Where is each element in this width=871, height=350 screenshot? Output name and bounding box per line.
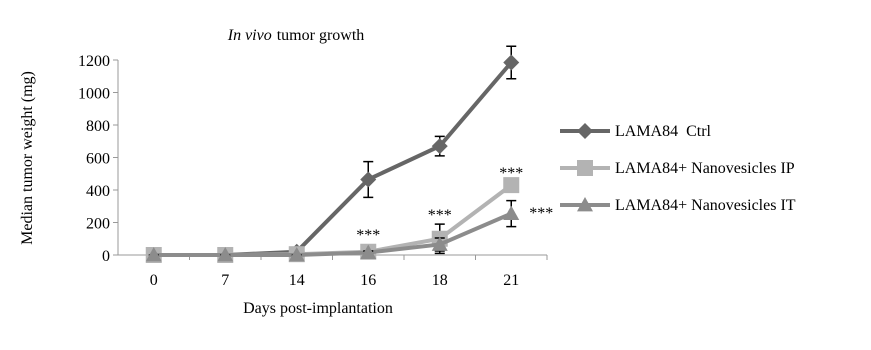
chart-title: In vivo tumor growth <box>227 27 365 44</box>
point <box>503 205 520 220</box>
point <box>145 247 162 262</box>
legend-marker <box>577 160 593 176</box>
x-tick-label: 18 <box>432 272 448 289</box>
point <box>503 54 520 71</box>
point <box>360 171 377 188</box>
y-tick-label: 200 <box>86 216 110 233</box>
y-tick-label: 1200 <box>78 53 110 70</box>
x-axis-label: Days post-implantation <box>243 300 393 317</box>
point <box>431 138 448 155</box>
x-tick-label: 21 <box>503 272 519 289</box>
y-tick-label: 800 <box>86 118 110 135</box>
y-axis-label: Median tumor weight (mg) <box>19 71 36 245</box>
point <box>217 247 234 262</box>
x-tick-label: 7 <box>221 272 229 289</box>
series-line <box>153 211 513 257</box>
legend-marker <box>577 197 593 212</box>
legend-marker <box>577 123 593 139</box>
legend-label: LAMA84 Ctrl <box>615 123 712 140</box>
y-tick-label: 1000 <box>78 86 110 103</box>
point <box>431 236 448 251</box>
point <box>503 177 520 194</box>
point <box>288 247 305 262</box>
point <box>360 244 377 259</box>
y-tick-label: 0 <box>102 248 110 265</box>
x-tick-label: 0 <box>150 272 158 289</box>
title-rest: tumor growth <box>277 27 365 44</box>
x-tick-label: 16 <box>360 272 376 289</box>
title-italic: In vivo <box>227 27 272 44</box>
y-tick-label: 600 <box>86 151 110 168</box>
series-line <box>153 183 513 257</box>
annotation: *** <box>356 227 380 244</box>
annotation: *** <box>499 165 523 182</box>
annotation: *** <box>529 205 553 222</box>
annotation: *** <box>428 207 452 224</box>
x-tick-label: 14 <box>289 272 305 289</box>
legend-label: LAMA84+ Nanovesicles IT <box>615 197 796 214</box>
legend-label: LAMA84+ Nanovesicles IP <box>615 160 795 177</box>
y-tick-label: 400 <box>86 183 110 200</box>
